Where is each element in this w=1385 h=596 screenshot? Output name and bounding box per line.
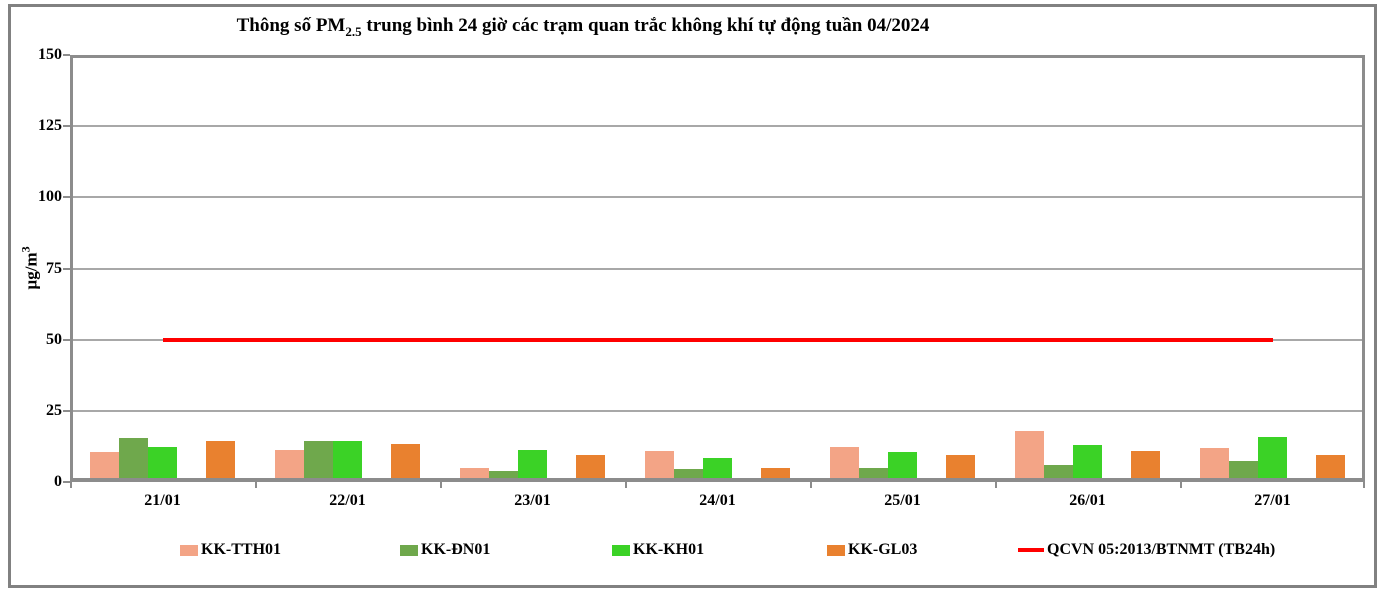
y-axis-tick-mark [63, 267, 70, 270]
bar-KK-ĐN01 [489, 470, 518, 478]
y-axis-tick-label: 125 [38, 117, 62, 135]
bar-KK-ĐN01 [674, 469, 703, 478]
legend-item-threshold: QCVN 05:2013/BTNMT (TB24h) [1018, 541, 1275, 559]
bar-KK-KH01 [148, 446, 177, 478]
bar-KK-TTH01 [90, 452, 119, 478]
y-axis-tick-mark [63, 481, 70, 483]
x-axis-label: 26/01 [1069, 492, 1106, 509]
bar-KK-KH01 [333, 441, 362, 478]
legend-item-KK-GL03: KK-GL03 [827, 541, 917, 559]
x-axis-label: 22/01 [329, 492, 366, 509]
bar-KK-GL03 [206, 441, 235, 478]
legend-swatch-KK-TTH01 [180, 544, 198, 556]
y-axis-tick-label: 25 [46, 401, 62, 419]
legend-label: KK-ĐN01 [421, 541, 491, 558]
x-axis-tick-mark [440, 482, 442, 488]
y-axis-tick-label: 75 [46, 259, 62, 277]
legend-label: QCVN 05:2013/BTNMT (TB24h) [1047, 541, 1276, 558]
bar-KK-TTH01 [645, 450, 674, 478]
plot-border-top [70, 55, 1365, 58]
y-axis-tick-mark [63, 409, 70, 412]
bar-KK-ĐN01 [1044, 465, 1073, 478]
bar-KK-ĐN01 [1229, 460, 1258, 478]
legend-item-KK-ĐN01: KK-ĐN01 [400, 541, 490, 559]
y-axis-line [70, 55, 73, 482]
chart-title-subscript: 2.5 [345, 23, 362, 39]
x-axis-tick-mark [255, 482, 257, 488]
x-axis-tick-mark [1363, 482, 1365, 488]
y-axis-tick-label: 0 [54, 473, 62, 490]
bar-KK-TTH01 [460, 468, 489, 478]
x-axis-label: 24/01 [699, 492, 736, 509]
x-axis-tick-mark [1180, 482, 1182, 488]
x-axis-label: 23/01 [514, 492, 551, 509]
bar-KK-TTH01 [830, 446, 859, 478]
plot-area [70, 55, 1365, 488]
bar-KK-GL03 [576, 455, 605, 478]
x-axis-line [70, 478, 1365, 482]
y-axis-tick-mark [63, 125, 70, 128]
bar-KK-TTH01 [1200, 448, 1229, 478]
bar-KK-GL03 [391, 443, 420, 478]
bar-KK-GL03 [1131, 450, 1160, 478]
bar-KK-GL03 [946, 455, 975, 478]
legend-swatch-KK-ĐN01 [400, 544, 418, 556]
bar-KK-TTH01 [1015, 431, 1044, 478]
y-axis-tick-mark [63, 338, 70, 341]
chart-frame [8, 4, 1377, 588]
legend-item-KK-KH01: KK-KH01 [612, 541, 704, 559]
x-axis-tick-mark [810, 482, 812, 488]
legend-label: KK-TTH01 [201, 541, 282, 558]
y-axis-tick-mark [63, 54, 70, 56]
x-axis-label: 25/01 [884, 492, 921, 509]
bar-KK-ĐN01 [119, 438, 148, 478]
legend-label: KK-GL03 [848, 541, 918, 558]
chart-title: Thông số PM2.5 trung bình 24 giờ các trạ… [0, 15, 1166, 40]
y-axis-tick-label: 100 [38, 188, 62, 206]
y-axis-tick-label: 150 [38, 46, 62, 63]
x-axis-label: 21/01 [144, 492, 181, 509]
bar-KK-KH01 [1258, 436, 1287, 478]
bar-KK-GL03 [761, 468, 790, 478]
chart-title-text: Thông số PM [236, 15, 346, 36]
x-axis-tick-mark [625, 482, 627, 488]
bar-KK-TTH01 [275, 449, 304, 478]
chart-title-text-after: trung bình 24 giờ các trạm quan trắc khô… [361, 15, 930, 36]
gridline-125 [70, 125, 1365, 128]
x-axis-tick-mark [70, 482, 72, 488]
bar-KK-KH01 [703, 458, 732, 478]
legend-swatch-KK-GL03 [827, 544, 845, 556]
legend-label: KK-KH01 [633, 541, 705, 558]
bar-KK-KH01 [518, 449, 547, 478]
legend-swatch-KK-KH01 [612, 544, 630, 556]
bar-KK-GL03 [1316, 455, 1345, 478]
x-axis-tick-mark [995, 482, 997, 488]
bar-KK-KH01 [1073, 445, 1102, 478]
y-axis-tick-mark [63, 196, 70, 199]
threshold-line [162, 337, 1273, 342]
bar-KK-KH01 [888, 452, 917, 478]
plot-border-right [1362, 55, 1365, 482]
legend-threshold-line-swatch [1018, 548, 1044, 552]
bar-KK-ĐN01 [304, 441, 333, 478]
y-axis-tick-label: 50 [46, 330, 62, 348]
gridline-75 [70, 267, 1365, 270]
bar-KK-ĐN01 [859, 468, 888, 478]
gridline-100 [70, 196, 1365, 199]
gridline-25 [70, 409, 1365, 412]
legend-item-KK-TTH01: KK-TTH01 [180, 541, 281, 559]
x-axis-label: 27/01 [1254, 492, 1291, 509]
